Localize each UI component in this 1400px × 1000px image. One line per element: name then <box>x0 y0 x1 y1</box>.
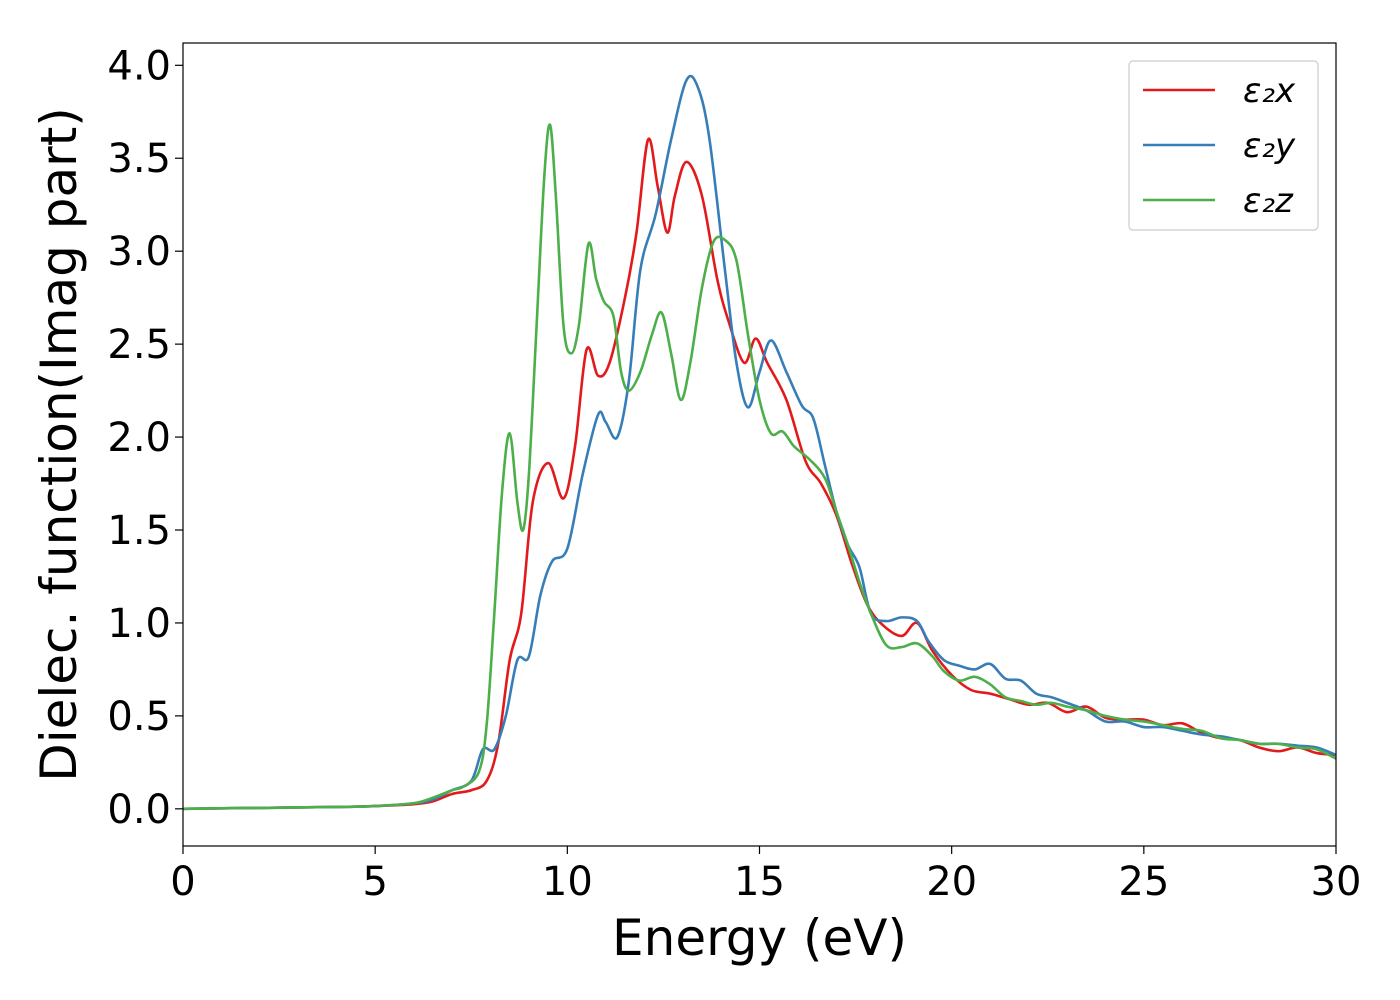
y-tick-label: 3.5 <box>107 136 171 182</box>
x-tick-label: 0 <box>170 859 195 905</box>
y-tick-label: 0.0 <box>107 787 171 833</box>
x-tick-label: 20 <box>926 859 977 905</box>
x-tick-label: 30 <box>1311 859 1362 905</box>
x-tick-label: 5 <box>362 859 387 905</box>
y-tick-label: 1.0 <box>107 601 171 647</box>
series-line-2 <box>183 123 1336 811</box>
x-tick-label: 10 <box>542 859 593 905</box>
y-tick-label: 1.5 <box>107 508 171 554</box>
legend: ε₂x ε₂y ε₂z <box>1128 60 1319 231</box>
legend-label-2: ε₂z <box>1243 181 1294 221</box>
x-axis-label: Energy (eV) <box>612 909 907 967</box>
x-tick-label: 25 <box>1118 859 1169 905</box>
y-axis-label: Dielec. function(Imag part) <box>30 107 88 782</box>
y-tick-label: 2.0 <box>107 415 171 461</box>
y-tick-label: 4.0 <box>107 43 171 89</box>
series-line-1 <box>183 74 1336 811</box>
y-tick-label: 3.0 <box>107 229 171 275</box>
y-tick-label: 2.5 <box>107 322 171 368</box>
legend-label-0: ε₂x <box>1243 71 1296 111</box>
legend-box <box>1128 60 1319 231</box>
series-layer <box>183 74 1336 811</box>
legend-entries: ε₂x ε₂y ε₂z <box>1143 71 1296 221</box>
y-axis: 0.0 0.5 1.0 1.5 2.0 2.5 3.0 3.5 4.0 <box>107 43 183 833</box>
y-tick-label: 0.5 <box>107 694 171 740</box>
x-axis: 0 5 10 15 20 25 30 <box>170 846 1361 905</box>
x-tick-label: 15 <box>734 859 785 905</box>
legend-label-1: ε₂y <box>1243 126 1296 166</box>
